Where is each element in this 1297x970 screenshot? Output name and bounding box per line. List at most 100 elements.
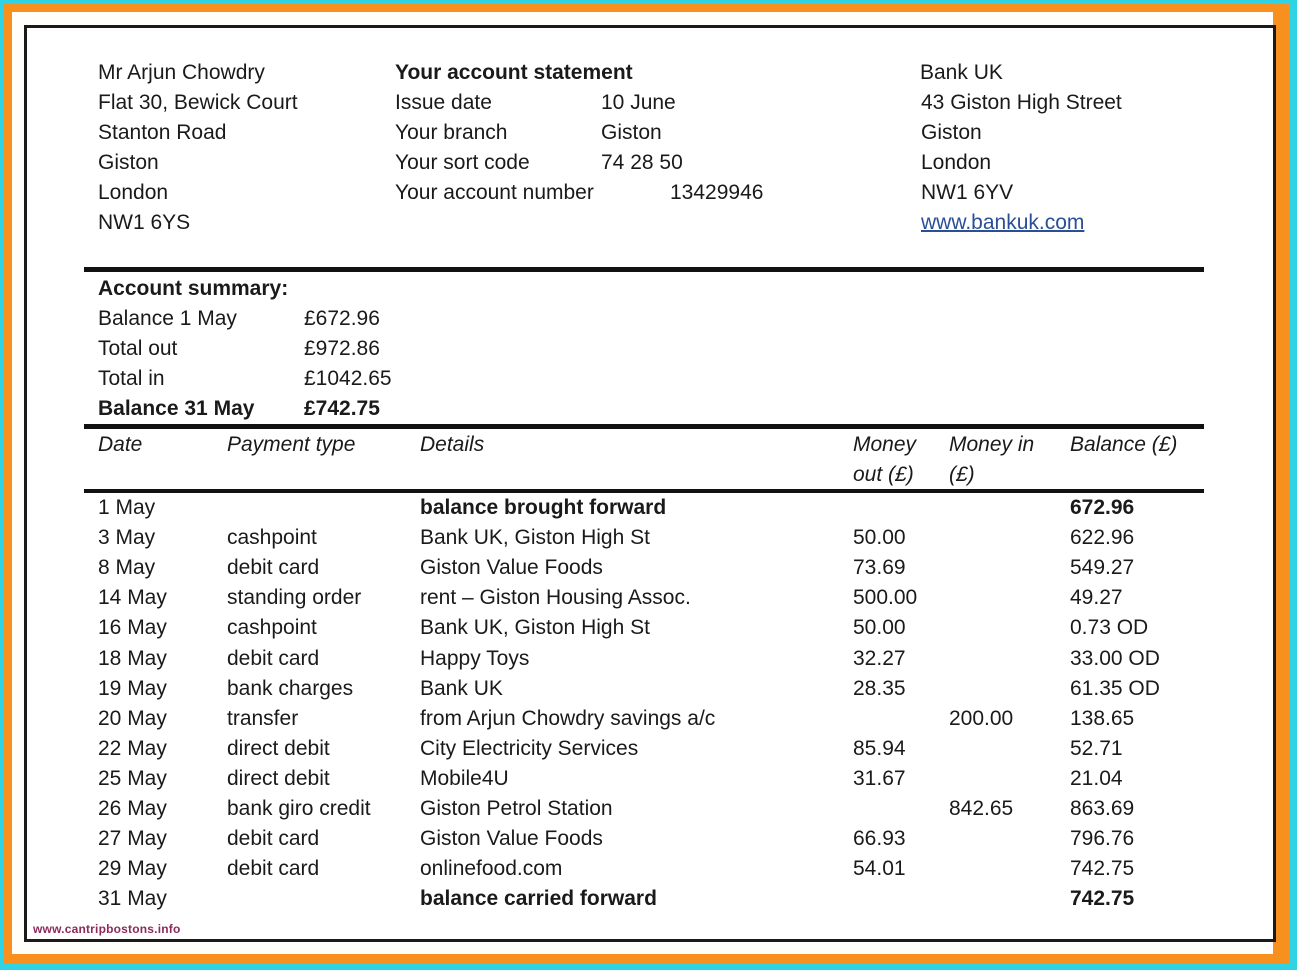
- cell-date: 27 May: [98, 827, 167, 851]
- cell-details: Happy Toys: [420, 646, 530, 670]
- divider: [84, 267, 1204, 272]
- cell-date: 31 May: [98, 887, 167, 911]
- summary-label: Total out: [98, 337, 178, 360]
- cell-money-out: 28.35: [853, 676, 906, 700]
- cell-details: Giston Value Foods: [420, 556, 603, 580]
- cell-money-in: 842.65: [949, 797, 1014, 820]
- cell-balance: 21.04: [1070, 766, 1123, 790]
- cell-balance: 52.71: [1070, 736, 1123, 760]
- cell-balance: 742.75: [1070, 887, 1135, 911]
- cell-payment-type: cashpoint: [227, 526, 317, 550]
- cell-details: City Electricity Services: [420, 736, 639, 760]
- statement-page: [24, 25, 1276, 942]
- summary-title: Account summary:: [98, 277, 289, 300]
- cell-details: balance brought forward: [420, 496, 667, 519]
- cell-payment-type: bank giro credit: [227, 797, 371, 820]
- summary-value: £1042.65: [304, 367, 392, 390]
- summary-value: £742.75: [304, 397, 380, 420]
- bank-address-line: London: [921, 151, 992, 174]
- cell-money-in: 200.00: [949, 706, 1014, 730]
- cell-details: Bank UK: [420, 676, 503, 700]
- cell-balance: 49.27: [1070, 586, 1123, 610]
- cell-date: 8 May: [98, 556, 156, 580]
- header-balance: Balance (£): [1070, 433, 1178, 456]
- cell-date: 20 May: [98, 706, 167, 730]
- header-money-in: Money in: [949, 433, 1035, 456]
- cell-details: Bank UK, Giston High St: [420, 526, 650, 550]
- cell-balance: 33.00 OD: [1070, 646, 1160, 670]
- cell-money-out: 500.00: [853, 586, 918, 610]
- header-details: Details: [420, 433, 485, 456]
- cell-money-out: 54.01: [853, 857, 906, 881]
- cell-money-out: 50.00: [853, 616, 906, 640]
- cell-money-out: 85.94: [853, 736, 906, 760]
- header-money-in: (£): [949, 463, 975, 486]
- cell-money-out: 32.27: [853, 646, 906, 670]
- cell-date: 25 May: [98, 766, 167, 790]
- customer-address-line: Giston: [98, 151, 159, 174]
- cell-money-out: 50.00: [853, 526, 906, 550]
- cell-balance: 672.96: [1070, 496, 1135, 519]
- header-date: Date: [98, 433, 143, 456]
- cell-details: Mobile4U: [420, 766, 509, 790]
- cell-balance: 61.35 OD: [1070, 676, 1160, 700]
- cell-money-out: 73.69: [853, 556, 906, 580]
- cell-money-out: 31.67: [853, 766, 906, 790]
- cell-date: 26 May: [98, 797, 167, 820]
- bank-postcode: NW1 6YV: [921, 181, 1014, 204]
- customer-postcode: NW1 6YS: [98, 211, 191, 234]
- cell-details: from Arjun Chowdry savings a/c: [420, 706, 716, 730]
- cell-details: onlinefood.com: [420, 857, 563, 881]
- cell-details: rent – Giston Housing Assoc.: [420, 586, 691, 610]
- bank-name: Bank UK: [920, 61, 1003, 84]
- cell-date: 1 May: [98, 496, 156, 519]
- watermark: www.cantripbostons.info: [33, 922, 181, 936]
- sort-code-label: Your sort code: [395, 151, 530, 174]
- bank-website-link[interactable]: www.bankuk.com: [921, 211, 1085, 234]
- cell-date: 16 May: [98, 616, 167, 640]
- issue-date-value: 10 June: [601, 91, 676, 114]
- customer-address-line: London: [98, 181, 169, 204]
- branch-value: Giston: [601, 121, 662, 144]
- cell-balance: 742.75: [1070, 857, 1135, 881]
- account-number-label: Your account number: [395, 181, 594, 204]
- cell-payment-type: direct debit: [227, 736, 330, 760]
- header-payment-type: Payment type: [227, 433, 356, 456]
- cell-date: 14 May: [98, 586, 167, 610]
- cell-details: Giston Petrol Station: [420, 797, 613, 820]
- summary-label: Total in: [98, 367, 165, 390]
- cell-date: 3 May: [98, 526, 156, 550]
- cell-money-out: 66.93: [853, 827, 906, 851]
- sort-code-value: 74 28 50: [601, 151, 683, 174]
- cell-details: Giston Value Foods: [420, 827, 603, 851]
- customer-name: Mr Arjun Chowdry: [98, 61, 265, 84]
- summary-value: £972.86: [304, 337, 380, 360]
- header-money-out: out (£): [853, 463, 914, 486]
- summary-label: Balance 31 May: [98, 397, 255, 420]
- cell-payment-type: bank charges: [227, 676, 354, 700]
- bank-address-line: Giston: [921, 121, 982, 144]
- bank-address-line: 43 Giston High Street: [921, 91, 1122, 114]
- customer-address-line: Flat 30, Bewick Court: [98, 91, 298, 114]
- account-number-value: 13429946: [670, 181, 764, 204]
- cell-payment-type: debit card: [227, 827, 320, 851]
- cell-balance: 549.27: [1070, 556, 1135, 580]
- cell-balance: 796.76: [1070, 827, 1135, 851]
- summary-value: £672.96: [304, 307, 380, 330]
- cell-payment-type: debit card: [227, 646, 320, 670]
- statement-title: Your account statement: [395, 61, 633, 84]
- cell-date: 19 May: [98, 676, 167, 700]
- divider: [84, 489, 1204, 493]
- cell-details: Bank UK, Giston High St: [420, 616, 650, 640]
- branch-label: Your branch: [395, 121, 508, 144]
- divider: [84, 424, 1204, 429]
- cell-balance: 138.65: [1070, 706, 1135, 730]
- cell-balance: 0.73 OD: [1070, 616, 1149, 640]
- cell-payment-type: debit card: [227, 857, 320, 881]
- customer-address-line: Stanton Road: [98, 121, 227, 144]
- cell-details: balance carried forward: [420, 887, 657, 911]
- cell-payment-type: standing order: [227, 586, 362, 610]
- issue-date-label: Issue date: [395, 91, 492, 114]
- cell-balance: 863.69: [1070, 797, 1135, 820]
- cell-payment-type: direct debit: [227, 766, 330, 790]
